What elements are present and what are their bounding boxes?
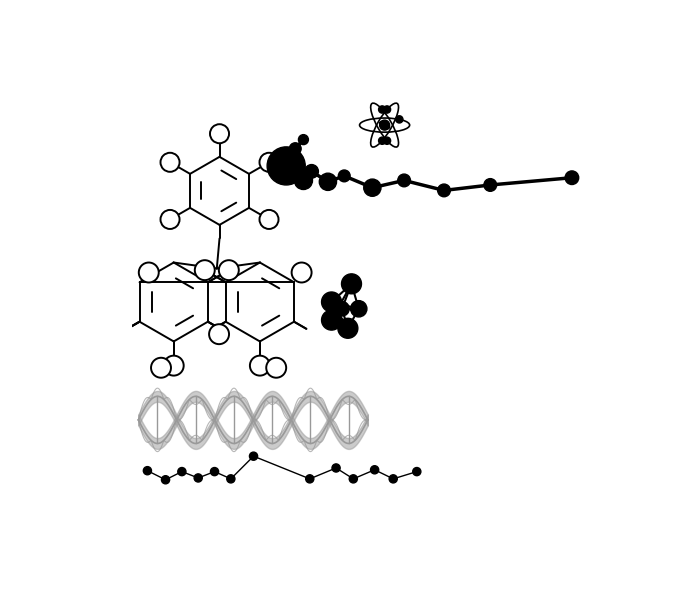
Circle shape	[384, 137, 391, 144]
Circle shape	[306, 475, 314, 483]
Circle shape	[351, 300, 367, 317]
Circle shape	[332, 464, 340, 472]
Circle shape	[379, 106, 386, 113]
Circle shape	[298, 135, 309, 145]
Circle shape	[379, 137, 386, 144]
Circle shape	[379, 120, 390, 130]
Circle shape	[260, 210, 279, 229]
Circle shape	[194, 474, 202, 482]
Circle shape	[335, 302, 349, 316]
Circle shape	[227, 475, 235, 483]
Circle shape	[364, 179, 381, 196]
Circle shape	[321, 292, 342, 312]
Circle shape	[249, 452, 258, 460]
Circle shape	[342, 274, 361, 294]
Circle shape	[139, 263, 159, 283]
Circle shape	[178, 468, 186, 476]
Circle shape	[386, 125, 390, 129]
Circle shape	[151, 358, 171, 378]
Circle shape	[395, 116, 403, 123]
Circle shape	[289, 143, 301, 154]
Circle shape	[294, 171, 312, 190]
Circle shape	[438, 184, 450, 197]
Circle shape	[384, 106, 391, 113]
Circle shape	[266, 358, 286, 378]
Circle shape	[219, 260, 239, 280]
Circle shape	[267, 147, 305, 185]
Circle shape	[338, 318, 358, 338]
Circle shape	[389, 475, 398, 483]
Circle shape	[484, 178, 496, 191]
Circle shape	[349, 475, 358, 483]
Circle shape	[379, 121, 383, 125]
Circle shape	[413, 468, 421, 476]
Circle shape	[260, 153, 279, 172]
Circle shape	[338, 170, 350, 182]
Circle shape	[210, 124, 229, 143]
Circle shape	[160, 210, 180, 229]
Circle shape	[164, 356, 183, 376]
Circle shape	[250, 356, 270, 376]
Circle shape	[370, 466, 379, 474]
Circle shape	[565, 171, 579, 184]
Circle shape	[160, 153, 180, 172]
Circle shape	[211, 468, 218, 476]
Circle shape	[292, 263, 312, 283]
Circle shape	[398, 174, 410, 187]
Circle shape	[319, 173, 337, 190]
Circle shape	[162, 476, 169, 484]
Circle shape	[144, 466, 151, 475]
Circle shape	[209, 324, 229, 344]
Circle shape	[195, 260, 215, 280]
Circle shape	[304, 164, 318, 178]
Circle shape	[321, 310, 342, 330]
